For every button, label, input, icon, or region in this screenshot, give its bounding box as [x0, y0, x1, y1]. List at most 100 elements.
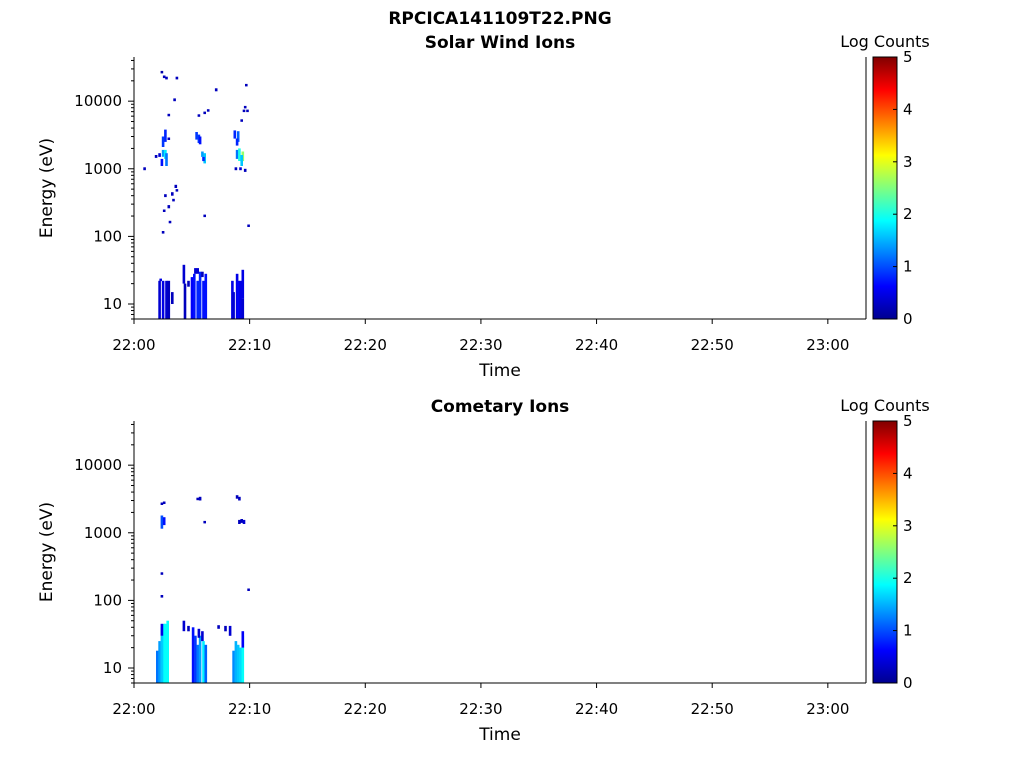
heatmap-cell [196, 280, 199, 319]
heatmap-cell [242, 519, 246, 524]
heatmap-cell [228, 625, 232, 636]
heatmap-cell [234, 641, 238, 683]
heatmap-cell [160, 595, 164, 598]
heatmap-cell [194, 635, 197, 683]
heatmap-cell [239, 167, 242, 171]
heatmap-cell [174, 184, 178, 188]
x-tick-label: 22:40 [575, 700, 618, 718]
heatmap-cell [171, 292, 174, 304]
heatmap-cell [165, 280, 168, 319]
heatmap-cell [187, 280, 190, 287]
heatmap-cell [193, 273, 196, 319]
heatmap-cell [161, 280, 165, 319]
heatmap-cell [235, 138, 239, 146]
heatmap-cell [203, 111, 206, 115]
heatmap-cell [247, 224, 250, 227]
colorbar-tick-label: 0 [903, 674, 913, 692]
heatmap-cell [164, 129, 167, 142]
heatmap-cell [160, 70, 164, 74]
heatmap-cell [241, 635, 245, 683]
x-tick-label: 22:00 [112, 700, 155, 718]
colorbar [872, 420, 898, 684]
heatmap-cell [160, 572, 164, 575]
heatmap-cell [198, 496, 202, 501]
heatmap-cell [172, 198, 175, 202]
heatmap-cells [143, 70, 250, 319]
heatmap-cell [201, 271, 204, 278]
heatmap-cell [182, 620, 186, 632]
heatmap-cell [234, 167, 238, 171]
heatmap-cell [171, 192, 174, 196]
x-tick-label: 23:00 [806, 336, 849, 354]
x-tick-label: 23:00 [806, 700, 849, 718]
heatmap-cell [160, 502, 164, 505]
heatmap-cell [175, 76, 179, 80]
heatmap-cell [241, 298, 245, 319]
x-tick-label: 22:30 [459, 700, 502, 718]
heatmap-cell [168, 220, 172, 224]
heatmap-cell [242, 109, 246, 113]
heatmap-cell [160, 515, 164, 529]
y-tick-label: 1000 [84, 524, 122, 542]
heatmap-cell [164, 623, 167, 683]
heatmap-cell [158, 153, 161, 157]
panel-title: Cometary Ions [431, 397, 570, 417]
heatmap-cell [162, 517, 166, 526]
heatmap-cell [203, 214, 206, 218]
heatmap-cell [245, 83, 248, 87]
panel-title: Solar Wind Ions [425, 33, 576, 53]
heatmap-cell [243, 168, 247, 172]
heatmap-cell [162, 209, 166, 212]
heatmap-cell [158, 641, 161, 683]
heatmap-cell [224, 625, 227, 632]
heatmap-cell [167, 113, 171, 117]
heatmap-cell [198, 136, 202, 145]
heatmap-cell [162, 501, 166, 504]
heatmap-cell [160, 627, 164, 683]
heatmap-cell [196, 497, 199, 501]
x-tick-label: 22:50 [691, 336, 734, 354]
x-axis-label: Time [478, 361, 521, 381]
y-tick-label: 10000 [74, 92, 122, 110]
figure-title: RPCICA141109T22.PNG [388, 9, 611, 29]
heatmap-cell [206, 109, 210, 112]
x-tick-label: 22:20 [344, 700, 387, 718]
heatmap-cell [236, 280, 240, 319]
heatmap-cell [239, 647, 242, 683]
heatmap-cell [217, 625, 220, 629]
x-tick-label: 22:00 [112, 336, 155, 354]
heatmap-cell [156, 650, 159, 683]
colorbar-tick-label: 0 [903, 310, 913, 328]
heatmap-cell [202, 156, 205, 162]
heatmap-cell [240, 155, 243, 166]
x-tick-label: 22:30 [459, 336, 502, 354]
heatmap-cell [241, 631, 245, 648]
heatmap-cell [233, 130, 237, 139]
y-tick-label: 10000 [74, 456, 122, 474]
colorbar-tick-label: 4 [903, 100, 913, 118]
colorbar-title: Log Counts [840, 32, 930, 51]
heatmap-cell [197, 628, 201, 638]
heatmap-cell [195, 132, 198, 140]
x-tick-label: 22:50 [691, 700, 734, 718]
heatmap-cell [243, 105, 247, 109]
heatmap-cell [164, 194, 167, 198]
colorbar-tick-label: 2 [903, 569, 913, 587]
heatmap-cell [198, 635, 202, 683]
heatmap-cell [197, 114, 201, 117]
heatmap-cell [165, 76, 168, 80]
heatmap-cell [161, 231, 165, 234]
heatmap-cell [175, 189, 179, 192]
heatmap-cell [161, 149, 165, 157]
heatmap-cell [241, 269, 245, 299]
heatmap-cell [165, 153, 168, 166]
heatmap-cell [160, 623, 164, 636]
heatmap-cell [202, 641, 205, 683]
y-tick-label: 10 [103, 659, 122, 677]
heatmap-cell [232, 292, 235, 319]
heatmap-cell [182, 264, 186, 284]
heatmap-cell [159, 278, 162, 282]
heatmap-cell [238, 519, 241, 524]
heatmap-cell [201, 151, 204, 157]
